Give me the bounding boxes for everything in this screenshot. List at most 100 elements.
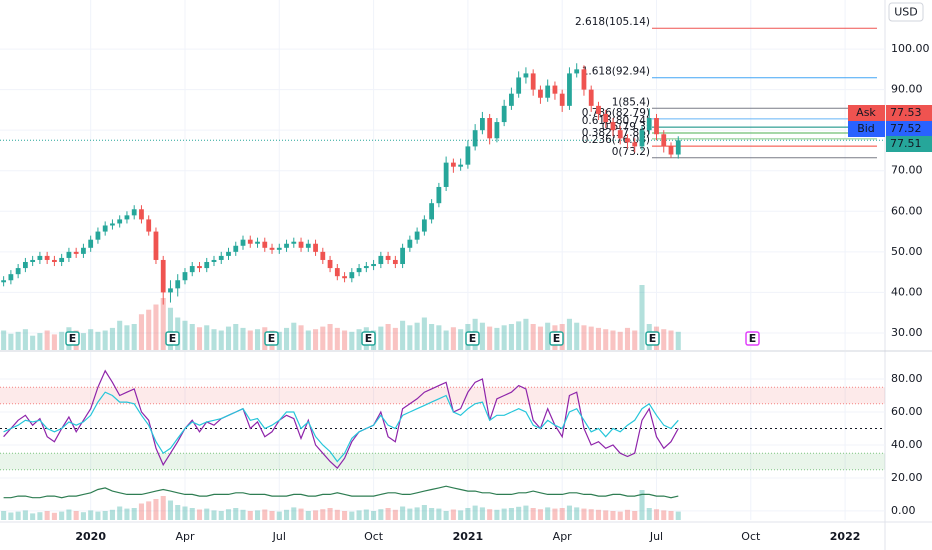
volume-bar xyxy=(109,327,115,350)
volume-bar xyxy=(66,509,72,520)
volume-bar xyxy=(189,508,195,520)
volume-bar xyxy=(283,327,290,350)
y-tick-label: 30.00 xyxy=(891,326,923,339)
candle-body xyxy=(603,113,609,123)
candle-body xyxy=(559,93,565,106)
volume-bar xyxy=(523,505,529,520)
volume-bar xyxy=(146,309,152,350)
candle-body xyxy=(240,239,246,246)
volume-bar xyxy=(117,320,123,350)
earnings-label: E xyxy=(469,332,477,345)
volume-bar xyxy=(15,511,21,520)
volume-bar xyxy=(138,314,144,350)
volume-bar xyxy=(501,508,507,520)
volume-bar xyxy=(392,509,398,520)
volume-bar xyxy=(73,511,79,520)
volume-bar xyxy=(342,330,348,350)
candle-body xyxy=(59,257,65,262)
volume-bar xyxy=(588,326,594,350)
volume-bar xyxy=(487,326,493,350)
volume-bar xyxy=(327,324,333,350)
volume-bar xyxy=(153,499,159,520)
candle-body xyxy=(327,259,333,269)
candle-body xyxy=(472,130,478,147)
candle-body xyxy=(371,264,376,267)
candle-body xyxy=(494,122,500,139)
volume-bar xyxy=(254,510,261,520)
volume-bar xyxy=(494,327,500,350)
x-tick-label: Jul xyxy=(649,530,663,543)
candle-body xyxy=(131,209,137,216)
candle-body xyxy=(95,231,101,240)
volume-bar xyxy=(211,510,217,520)
candle-body xyxy=(610,122,616,131)
candle-body xyxy=(567,73,572,106)
volume-bar xyxy=(450,327,456,350)
earnings-box xyxy=(549,331,564,346)
candle-body xyxy=(363,266,369,269)
volume-bar xyxy=(581,508,587,520)
volume-bar xyxy=(204,325,210,350)
candle-body xyxy=(262,241,268,248)
volume-bar xyxy=(196,509,203,520)
candle-body xyxy=(342,276,347,279)
price-tag-label: 77.52 xyxy=(890,122,922,135)
volume-bar xyxy=(218,330,224,350)
volume-bar xyxy=(400,506,406,520)
volume-bar xyxy=(516,321,522,350)
candle-body xyxy=(211,259,217,262)
candle-body xyxy=(458,164,464,167)
candle-body xyxy=(646,118,652,131)
volume-bar xyxy=(487,509,493,520)
candle-body xyxy=(625,138,630,143)
volume-bar xyxy=(465,508,471,520)
candle-body xyxy=(139,209,144,220)
currency-box[interactable] xyxy=(888,2,924,22)
fib-label: 0.5(79.3) xyxy=(602,121,650,133)
volume-bar xyxy=(552,508,558,520)
volume-bar xyxy=(124,508,130,520)
candle-body xyxy=(450,162,456,167)
quote-name-box xyxy=(848,105,885,121)
candle-body xyxy=(596,105,601,114)
volume-bar xyxy=(1,511,7,520)
volume-bar xyxy=(138,503,144,520)
candle-body xyxy=(160,259,166,293)
volume-bar xyxy=(124,325,130,350)
fib-label: 0(73.2) xyxy=(612,146,650,158)
x-tick-label: Oct xyxy=(741,530,761,543)
volume-bar xyxy=(291,507,297,520)
y-tick-label: 0.00 xyxy=(891,504,916,517)
candle-body xyxy=(574,69,580,74)
candle-body xyxy=(675,140,681,155)
volume-bar xyxy=(225,326,232,350)
candle-body xyxy=(407,239,413,248)
volume-bar xyxy=(421,505,427,520)
volume-bar xyxy=(254,329,261,350)
volume-bar xyxy=(458,510,464,520)
candle-body xyxy=(443,162,449,187)
earnings-box xyxy=(264,331,279,346)
candle-body xyxy=(320,251,326,260)
volume-bar xyxy=(668,330,674,350)
volume-bar xyxy=(218,511,224,520)
volume-bar xyxy=(624,509,631,520)
candle-body xyxy=(255,241,260,244)
oscillator-line xyxy=(3,369,679,469)
volume-bar xyxy=(51,512,57,520)
x-tick-label: 2021 xyxy=(453,530,484,543)
volume-bar xyxy=(675,331,681,350)
x-tick-label: 2020 xyxy=(75,530,106,543)
candle-body xyxy=(102,225,108,232)
volume-bar xyxy=(472,505,478,520)
volume-bar xyxy=(189,324,195,350)
volume-bar xyxy=(385,508,391,520)
volume-bar xyxy=(603,329,609,350)
volume-bar xyxy=(436,325,442,350)
currency: USD xyxy=(894,6,918,19)
candle-body xyxy=(189,266,195,273)
volume-bar xyxy=(516,506,522,520)
candle-body xyxy=(117,219,123,224)
price-tag xyxy=(886,121,932,137)
